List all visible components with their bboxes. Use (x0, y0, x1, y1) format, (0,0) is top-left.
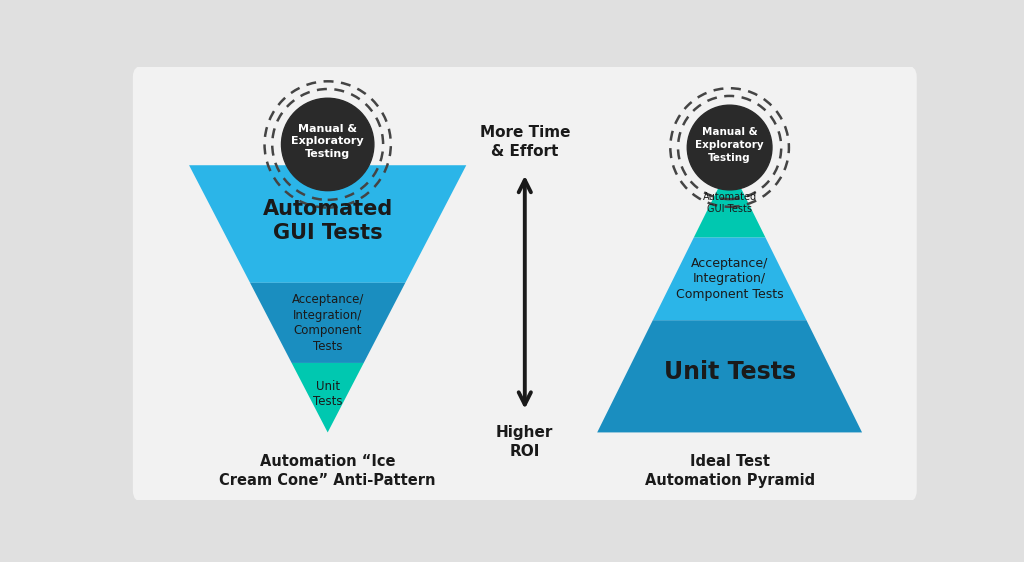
Polygon shape (653, 237, 807, 320)
Text: Automated
GUI Tests: Automated GUI Tests (702, 192, 757, 214)
Text: Acceptance/
Integration/
Component Tests: Acceptance/ Integration/ Component Tests (676, 257, 783, 301)
Text: Unit
Tests: Unit Tests (313, 379, 342, 408)
Circle shape (687, 105, 772, 190)
Polygon shape (292, 363, 364, 432)
Text: Manual &
Exploratory
Testing: Manual & Exploratory Testing (695, 128, 764, 163)
Text: Ideal Test
Automation Pyramid: Ideal Test Automation Pyramid (644, 454, 815, 488)
Polygon shape (694, 165, 765, 237)
Circle shape (282, 98, 374, 191)
FancyBboxPatch shape (133, 65, 916, 502)
Text: Automated
GUI Tests: Automated GUI Tests (262, 199, 393, 243)
Polygon shape (250, 283, 406, 363)
Polygon shape (597, 320, 862, 432)
Text: Acceptance/
Integration/
Component
Tests: Acceptance/ Integration/ Component Tests (292, 293, 364, 352)
Text: Manual &
Exploratory
Testing: Manual & Exploratory Testing (292, 124, 364, 159)
Text: More Time
& Effort: More Time & Effort (479, 125, 570, 159)
Text: Higher
ROI: Higher ROI (496, 425, 554, 459)
Polygon shape (189, 165, 466, 283)
Text: Unit Tests: Unit Tests (664, 360, 796, 384)
Text: Automation “Ice
Cream Cone” Anti-Pattern: Automation “Ice Cream Cone” Anti-Pattern (219, 454, 436, 488)
